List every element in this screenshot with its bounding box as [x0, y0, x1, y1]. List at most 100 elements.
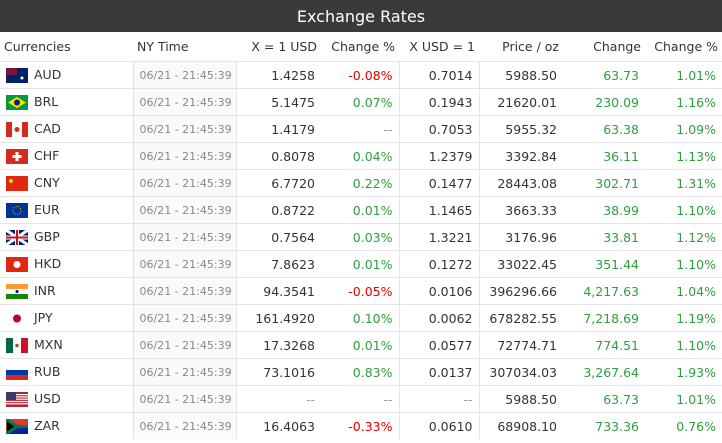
value-cell: 5955.32 [478, 115, 563, 143]
value-cell: 16.4063 [235, 412, 321, 439]
value-cell: 0.1943 [398, 88, 479, 116]
value-cell: 0.0577 [398, 331, 479, 359]
currency-cell: CAD [0, 115, 133, 143]
value-cell: 0.03% [321, 223, 399, 251]
value-cell: 21620.01 [478, 88, 563, 116]
column-header: Change % [654, 39, 718, 54]
value-cell: 7.8623 [235, 250, 321, 278]
time-cell: 06/21 - 21:45:39 [132, 169, 236, 197]
value-cell: 0.01% [321, 196, 399, 224]
time-cell: 06/21 - 21:45:39 [132, 385, 236, 413]
value-cell: 0.8722 [235, 196, 321, 224]
value-cell: -- [235, 385, 321, 413]
value-cell: 307034.03 [478, 358, 563, 386]
time-cell: 06/21 - 21:45:39 [132, 304, 236, 332]
column-header: X = 1 USD [251, 39, 317, 54]
currency-code: CNY [34, 175, 60, 190]
value-cell: -0.08% [321, 61, 399, 89]
value-cell: 73.1016 [235, 358, 321, 386]
currency-code: ZAR [34, 418, 60, 433]
header-row: Currencies NY Time X = 1 USD Change % X USD … [0, 32, 722, 62]
value-cell: 0.7564 [235, 223, 321, 251]
rate-row: JPY 06/21 - 21:45:39 161.4920 0.10% 0.0062 67… [0, 304, 722, 332]
value-cell: 7,218.69 [563, 304, 645, 332]
value-cell: 38.99 [563, 196, 645, 224]
currency-cell: HKD [0, 250, 133, 278]
flag-icon [6, 95, 28, 110]
value-cell: 0.22% [321, 169, 399, 197]
value-cell: 4,217.63 [563, 277, 645, 305]
value-cell: 5.1475 [235, 88, 321, 116]
value-cell: 72774.71 [478, 331, 563, 359]
time-cell: 06/21 - 21:45:39 [132, 412, 236, 439]
time-cell: 06/21 - 21:45:39 [132, 250, 236, 278]
rate-row: CAD 06/21 - 21:45:39 1.4179 -- 0.7053 5955.32… [0, 115, 722, 143]
value-cell: 33.81 [563, 223, 645, 251]
value-cell: 230.09 [563, 88, 645, 116]
time-cell: 06/21 - 21:45:39 [132, 358, 236, 386]
value-cell: -- [398, 385, 479, 413]
currency-cell: RUB [0, 358, 133, 386]
time-cell: 06/21 - 21:45:39 [132, 331, 236, 359]
column-header: Change [593, 39, 641, 54]
value-cell: 733.36 [563, 412, 645, 439]
column-header: NY Time [137, 39, 189, 54]
value-cell: 63.38 [563, 115, 645, 143]
value-cell: 396296.66 [478, 277, 563, 305]
table-body: AUD 06/21 - 21:45:39 1.4258 -0.08% 0.7014 598… [0, 61, 722, 439]
value-cell: 5988.50 [478, 61, 563, 89]
value-cell: 3,267.64 [563, 358, 645, 386]
value-cell: 1.04% [645, 277, 722, 305]
value-cell: 351.44 [563, 250, 645, 278]
currency-code: GBP [34, 229, 60, 244]
rate-row: ZAR 06/21 - 21:45:39 16.4063 -0.33% 0.0610 68… [0, 412, 722, 439]
value-cell: 302.71 [563, 169, 645, 197]
flag-icon [6, 257, 28, 272]
value-cell: 0.10% [321, 304, 399, 332]
value-cell: 3392.84 [478, 142, 563, 170]
value-cell: 0.01% [321, 250, 399, 278]
flag-icon [5, 228, 29, 247]
currency-code: EUR [34, 202, 60, 217]
value-cell: 774.51 [563, 331, 645, 359]
time-cell: 06/21 - 21:45:39 [132, 277, 236, 305]
value-cell: 0.07% [321, 88, 399, 116]
currency-code: USD [34, 391, 61, 406]
value-cell: 3663.33 [478, 196, 563, 224]
value-cell: 1.4179 [235, 115, 321, 143]
value-cell: 0.76% [645, 412, 722, 439]
currency-cell: AUD [0, 61, 133, 89]
time-cell: 06/21 - 21:45:39 [132, 142, 236, 170]
currency-code: AUD [34, 67, 62, 82]
rate-row: CHF 06/21 - 21:45:39 0.8078 0.04% 1.2379 3392… [0, 142, 722, 170]
value-cell: 1.31% [645, 169, 722, 197]
currency-code: CAD [34, 121, 61, 136]
value-cell: -- [321, 385, 399, 413]
column-header: Change % [331, 39, 395, 54]
flag-icon [6, 365, 28, 380]
flag-icon [6, 149, 28, 164]
flag-icon [6, 284, 28, 299]
flag-icon [6, 338, 28, 353]
time-cell: 06/21 - 21:45:39 [132, 196, 236, 224]
value-cell: 678282.55 [478, 304, 563, 332]
value-cell: 0.1272 [398, 250, 479, 278]
currency-cell: BRL [0, 88, 133, 116]
value-cell: 1.10% [645, 331, 722, 359]
rate-row: GBP 06/21 - 21:45:39 0.7564 0.03% 1.3221 3176… [0, 223, 722, 251]
currency-code: MXN [34, 337, 63, 352]
flag-icon [6, 122, 28, 137]
currency-cell: ZAR [0, 412, 133, 439]
value-cell: 0.8078 [235, 142, 321, 170]
rate-row: HKD 06/21 - 21:45:39 7.8623 0.01% 0.1272 3302… [0, 250, 722, 278]
value-cell: 0.1477 [398, 169, 479, 197]
value-cell: -- [321, 115, 399, 143]
value-cell: 1.13% [645, 142, 722, 170]
currency-code: HKD [34, 256, 62, 271]
column-header: X USD = 1 [409, 39, 475, 54]
value-cell: -0.05% [321, 277, 399, 305]
flag-icon [5, 417, 28, 436]
value-cell: 1.01% [645, 385, 722, 413]
currency-cell: GBP [0, 223, 133, 251]
value-cell: 63.73 [563, 385, 645, 413]
